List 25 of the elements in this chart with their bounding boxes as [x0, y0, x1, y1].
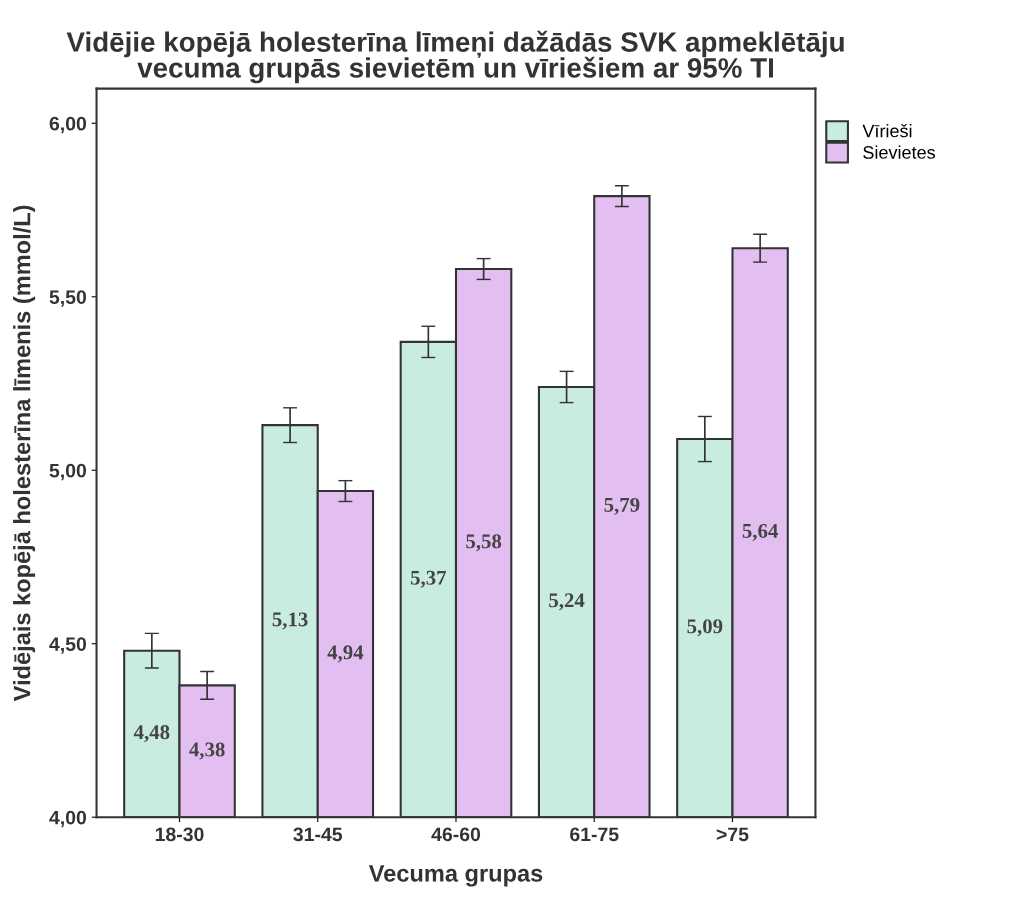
- chart-title: Vidējie kopējā holesterīna līmeņi dažādās SVK apmeklētāju vecuma grupās sievietēm un vīriešiem ar 95% TI: [66, 30, 844, 84]
- legend-label: Sievietes: [863, 145, 935, 159]
- y-tick-label: 4,50: [49, 637, 87, 654]
- data-label: 5,13: [272, 612, 308, 630]
- x-axis-title: Vecuma grupas: [368, 865, 543, 887]
- data-label: 4,38: [189, 742, 225, 760]
- data-label: 5,64: [742, 523, 778, 541]
- x-tick-label: 18-30: [155, 827, 204, 842]
- y-tick-label: 4,00: [49, 810, 87, 828]
- x-tick-label: 31-45: [293, 827, 343, 842]
- y-tick-label: 6,00: [49, 116, 87, 134]
- legend-label: Vīrieši: [862, 124, 912, 138]
- data-label: 5,37: [410, 570, 447, 588]
- data-label: 5,09: [687, 619, 723, 637]
- y-tick-label: 5,00: [49, 463, 87, 481]
- x-tick-label: >75: [716, 827, 749, 842]
- data-label: 5,24: [549, 593, 585, 611]
- y-axis-title: Vidējais kopējā holesterīna līmenis (mmol/L): [13, 205, 36, 702]
- x-tick-label: 46-60: [431, 827, 481, 842]
- x-tick-label: 61-75: [570, 827, 619, 842]
- y-tick-label: 5,50: [49, 290, 87, 307]
- data-label: 5,79: [604, 497, 640, 515]
- data-label: 5,58: [466, 534, 502, 552]
- data-label: 4,48: [133, 725, 170, 743]
- data-label: 4,94: [327, 645, 364, 663]
